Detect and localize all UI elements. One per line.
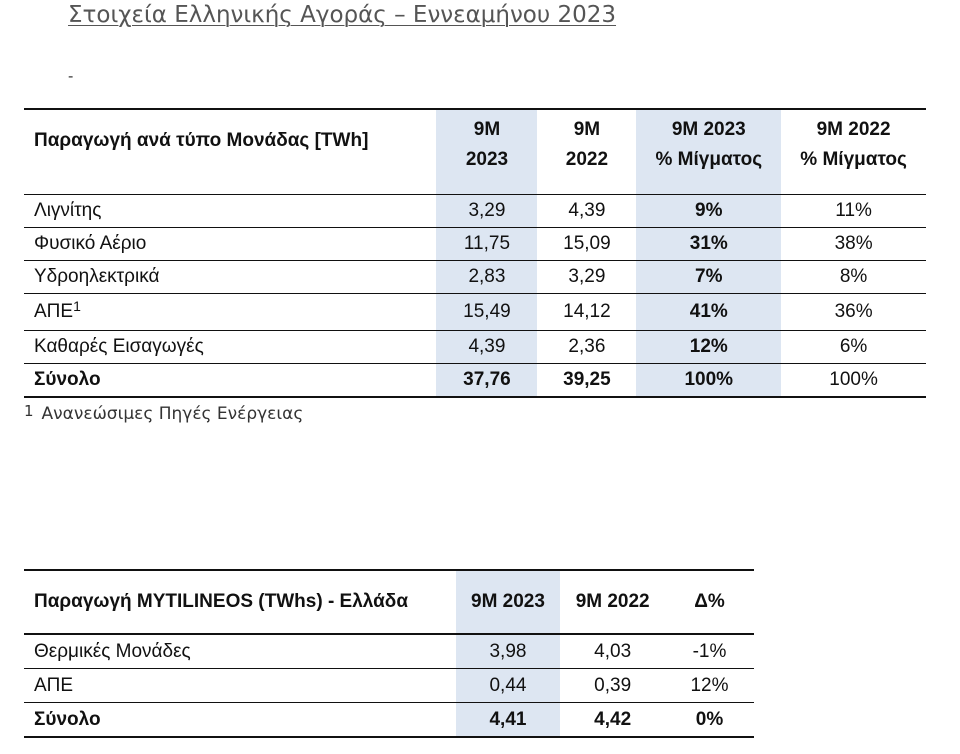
value-9m-2023: 15,49	[436, 293, 538, 331]
row-label: Σύνολο	[24, 363, 437, 398]
value-9m-2023: 2,83	[436, 260, 538, 294]
row-label: Φυσικό Αέριο	[24, 227, 437, 261]
value-delta: -1%	[665, 634, 754, 669]
value-delta: 0%	[665, 702, 754, 738]
row-label: Λιγνίτης	[24, 194, 437, 228]
value-9m-2023: 4,41	[455, 702, 561, 738]
value-9m-2023: 11,75	[436, 227, 538, 261]
mix-2022: 100%	[781, 363, 926, 398]
mix-2023: 100%	[636, 363, 782, 398]
header-mix-2023: 9M 2023% Μίγματος	[636, 109, 782, 195]
row-label: Θερμικές Μονάδες	[24, 634, 456, 669]
total-row: Σύνολο 4,41 4,42 0%	[24, 702, 754, 738]
value-9m-2022: 4,03	[560, 634, 666, 669]
table-row: Υδροηλεκτρικά 2,83 3,29 7% 8%	[24, 260, 926, 294]
mix-2022: 36%	[781, 293, 926, 331]
dash-marker: -	[68, 68, 74, 85]
value-9m-2023: 3,98	[455, 634, 561, 669]
footnote-marker: 1	[73, 298, 81, 314]
row-label: Υδροηλεκτρικά	[24, 260, 437, 294]
mix-2023: 31%	[636, 227, 782, 261]
table-row: Θερμικές Μονάδες 3,98 4,03 -1%	[24, 634, 754, 669]
mix-2023: 12%	[636, 330, 782, 364]
value-9m-2022: 39,25	[537, 363, 637, 398]
footnote-number: 1	[24, 402, 34, 420]
table-row: Φυσικό Αέριο 11,75 15,09 31% 38%	[24, 227, 926, 261]
header-9m-2023: 9M 2023	[455, 570, 561, 635]
table-header-row: Παραγωγή ανά τύπο Μονάδας [TWh] 9M 2023 9…	[24, 109, 926, 195]
header-9m-2022: 9M 2022	[560, 570, 666, 635]
row-label: Καθαρές Εισαγωγές	[24, 330, 437, 364]
value-delta: 12%	[665, 668, 754, 703]
value-9m-2023: 0,44	[455, 668, 561, 703]
value-9m-2023: 3,29	[436, 194, 538, 228]
header-delta: Δ%	[665, 570, 754, 635]
value-9m-2022: 14,12	[537, 293, 637, 331]
row-label: Σύνολο	[24, 702, 456, 738]
mix-2022: 38%	[781, 227, 926, 261]
value-9m-2022: 2,36	[537, 330, 637, 364]
table-row: ΑΠΕ1 15,49 14,12 41% 36%	[24, 293, 926, 331]
mix-2022: 11%	[781, 194, 926, 228]
value-9m-2022: 4,42	[560, 702, 666, 738]
mix-2022: 6%	[781, 330, 926, 364]
value-9m-2023: 4,39	[436, 330, 538, 364]
value-9m-2022: 3,29	[537, 260, 637, 294]
value-9m-2022: 4,39	[537, 194, 637, 228]
table-row: Καθαρές Εισαγωγές 4,39 2,36 12% 6%	[24, 330, 926, 364]
mytilineos-production-table: Παραγωγή MYTILINEOS (TWhs) - Ελλάδα 9M 2…	[24, 569, 754, 738]
mix-2023: 41%	[636, 293, 782, 331]
header-mix-2022: 9M 2022% Μίγματος	[781, 109, 926, 195]
header-label: Παραγωγή ανά τύπο Μονάδας [TWh]	[24, 109, 437, 195]
header-9m-2023: 9M 2023	[436, 109, 538, 195]
header-9m-2022: 9M 2022	[537, 109, 637, 195]
mix-2022: 8%	[781, 260, 926, 294]
market-production-table: Παραγωγή ανά τύπο Μονάδας [TWh] 9M 2023 9…	[24, 108, 926, 398]
page-title: Στοιχεία Ελληνικής Αγοράς – Εννεαμήνου 2…	[68, 2, 617, 28]
table-header-row: Παραγωγή MYTILINEOS (TWhs) - Ελλάδα 9M 2…	[24, 570, 754, 635]
row-label: ΑΠΕ1	[24, 293, 437, 331]
table-row: Λιγνίτης 3,29 4,39 9% 11%	[24, 194, 926, 228]
row-label: ΑΠΕ	[24, 668, 456, 703]
footnote-text: Ανανεώσιμες Πηγές Ενέργειας	[41, 404, 304, 424]
value-9m-2022: 15,09	[537, 227, 637, 261]
total-row: Σύνολο 37,76 39,25 100% 100%	[24, 363, 926, 398]
footnote: 1 Ανανεώσιμες Πηγές Ενέργειας	[24, 402, 304, 424]
value-9m-2023: 37,76	[436, 363, 538, 398]
mix-2023: 9%	[636, 194, 782, 228]
mix-2023: 7%	[636, 260, 782, 294]
table-row: ΑΠΕ 0,44 0,39 12%	[24, 668, 754, 703]
value-9m-2022: 0,39	[560, 668, 666, 703]
header-label: Παραγωγή MYTILINEOS (TWhs) - Ελλάδα	[24, 570, 456, 635]
